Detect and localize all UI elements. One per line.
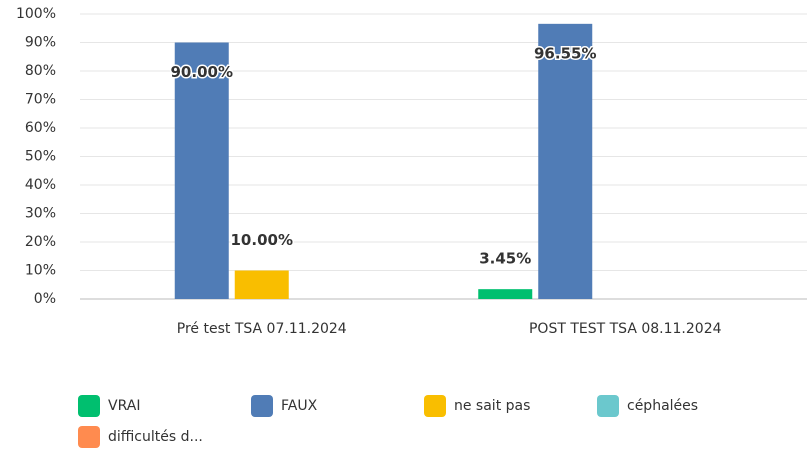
legend-swatch <box>424 395 446 417</box>
y-tick-label: 70% <box>25 92 56 108</box>
legend-label: céphalées <box>627 398 698 414</box>
legend-swatch <box>78 426 100 448</box>
legend-label: difficultés d... <box>108 429 203 445</box>
x-tick-label: Pré test TSA 07.11.2024 <box>177 321 347 337</box>
data-label: 96.55% <box>534 44 596 62</box>
x-tick-label: POST TEST TSA 08.11.2024 <box>529 321 722 337</box>
legend-label: VRAI <box>108 398 140 414</box>
y-tick-label: 10% <box>25 263 56 279</box>
legend-swatch <box>597 395 619 417</box>
legend-swatch <box>78 395 100 417</box>
legend-label: FAUX <box>281 398 318 414</box>
y-tick-label: 30% <box>25 206 56 222</box>
y-tick-label: 50% <box>25 149 56 165</box>
y-tick-label: 40% <box>25 177 56 193</box>
y-tick-label: 90% <box>25 35 56 51</box>
y-tick-label: 0% <box>34 291 56 307</box>
legend-label: ne sait pas <box>454 398 530 414</box>
legend-swatch <box>251 395 273 417</box>
bar <box>478 289 533 299</box>
data-label: 10.00% <box>231 231 293 249</box>
y-tick-label: 20% <box>25 234 56 250</box>
bar <box>174 42 229 299</box>
y-tick-label: 80% <box>25 63 56 79</box>
y-tick-label: 60% <box>25 120 56 136</box>
bar <box>234 270 289 299</box>
data-label: 90.00% <box>171 63 233 81</box>
y-tick-label: 100% <box>16 6 56 22</box>
bar <box>538 23 593 300</box>
data-label: 3.45% <box>479 250 531 268</box>
